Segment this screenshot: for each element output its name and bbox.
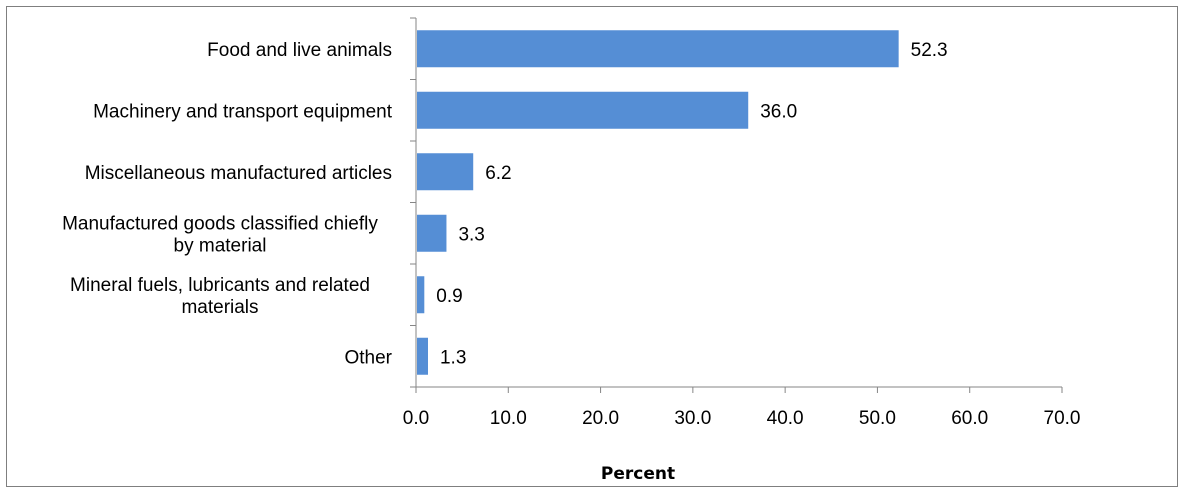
- x-tick-label-7: 60.0: [951, 408, 988, 429]
- category-label-5: Mineral fuels, lubricants and related mat…: [70, 275, 370, 318]
- bar-3: [417, 153, 474, 191]
- value-label-4: 3.3: [458, 224, 484, 245]
- category-label-line: Manufactured goods classified chiefly: [62, 213, 378, 234]
- x-tick-label-5: 40.0: [767, 408, 804, 429]
- value-label-6: 1.3: [440, 347, 466, 368]
- x-tick-label-1: 0.0: [403, 408, 429, 429]
- category-label-line: Machinery and transport equipment: [93, 101, 393, 122]
- bar-2: [417, 91, 749, 129]
- category-label-line: Miscellaneous manufactured articles: [85, 163, 392, 184]
- bar-1: [417, 30, 899, 68]
- category-label-1: Food and live animals: [207, 40, 392, 61]
- value-label-1: 52.3: [911, 40, 948, 61]
- value-label-5: 0.9: [436, 286, 462, 307]
- x-axis-title: Percent: [601, 464, 675, 484]
- x-tick-label-3: 20.0: [582, 408, 619, 429]
- category-label-6: Other: [344, 347, 392, 368]
- x-tick-label-6: 50.0: [859, 408, 896, 429]
- chart-frame: [6, 6, 1178, 487]
- value-label-3: 6.2: [485, 163, 511, 184]
- category-label-2: Machinery and transport equipment: [93, 101, 393, 122]
- category-label-line: Food and live animals: [207, 40, 392, 61]
- x-tick-label-4: 30.0: [674, 408, 711, 429]
- x-tick-label-2: 10.0: [490, 408, 527, 429]
- category-label-line: Mineral fuels, lubricants and related: [70, 275, 370, 296]
- bars-group: [417, 30, 899, 375]
- labels-group: 52.3 Food and live animals 36.0 Machinery a…: [62, 40, 1080, 429]
- bar-4: [417, 214, 447, 252]
- value-label-2: 36.0: [760, 101, 797, 122]
- category-label-line: by material: [174, 235, 267, 256]
- category-label-line: materials: [181, 297, 258, 318]
- bar-5: [417, 276, 425, 314]
- category-label-line: Other: [344, 347, 392, 368]
- category-label-3: Miscellaneous manufactured articles: [85, 163, 392, 184]
- bar-6: [417, 337, 428, 375]
- category-label-4: Manufactured goods classified chiefly by …: [62, 213, 378, 256]
- x-tick-label-8: 70.0: [1044, 408, 1081, 429]
- axes-group: [410, 17, 1063, 393]
